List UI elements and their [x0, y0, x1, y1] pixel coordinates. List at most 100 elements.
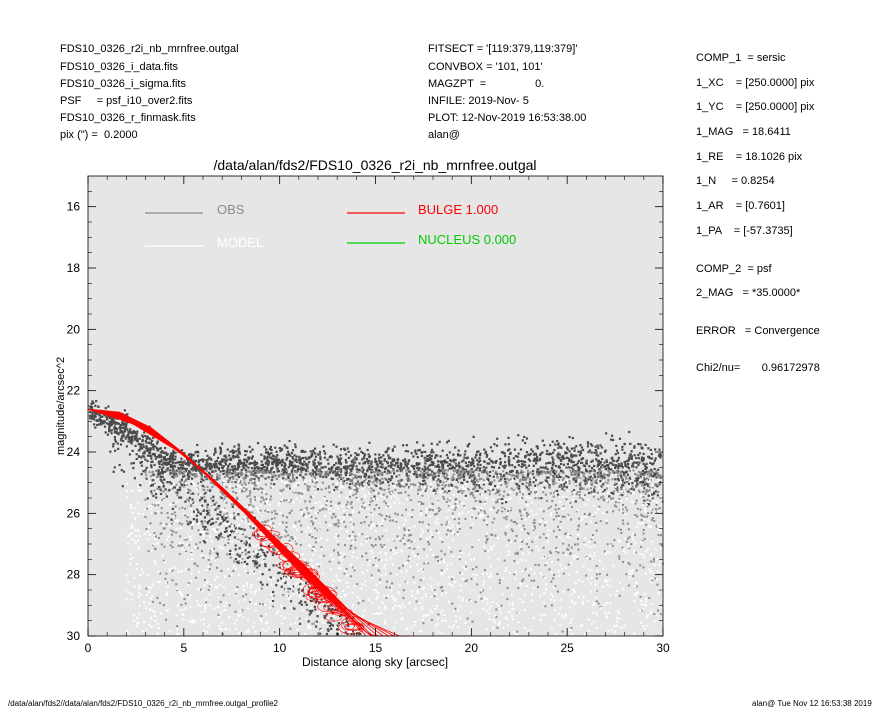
obs-point — [289, 454, 292, 457]
obs-point — [557, 452, 560, 455]
obs-faint-point — [226, 553, 229, 556]
model-point — [419, 511, 422, 514]
obs-faint-point — [544, 524, 547, 527]
obs-faint-point — [185, 538, 188, 541]
obs-faint-point — [558, 529, 561, 532]
obs-faint-point — [531, 549, 534, 552]
obs-point — [246, 556, 249, 560]
obs-faint-point — [465, 579, 468, 582]
obs-faint-point — [522, 578, 525, 581]
model-point — [594, 580, 597, 583]
obs-point — [237, 561, 240, 565]
obs-faint-point — [576, 491, 579, 494]
obs-point — [484, 452, 487, 455]
obs-faint-point — [184, 549, 187, 552]
obs-point — [165, 463, 168, 466]
obs-faint-point — [632, 575, 635, 578]
model-point — [385, 559, 388, 562]
obs-point — [604, 464, 607, 467]
obs-faint-point — [555, 550, 558, 553]
obs-point — [430, 448, 434, 452]
obs-faint-point — [542, 546, 545, 549]
obs-point — [361, 452, 365, 455]
obs-faint-point — [504, 531, 507, 534]
obs-point — [183, 483, 186, 487]
obs-faint-point — [561, 630, 564, 633]
obs-point — [404, 449, 407, 453]
obs-point — [297, 465, 300, 468]
obs-point — [125, 445, 128, 448]
obs-point — [334, 486, 337, 489]
obs-faint-point — [383, 477, 386, 480]
obs-point — [355, 489, 358, 492]
obs-point — [552, 458, 555, 461]
obs-point — [282, 471, 286, 474]
obs-point — [452, 460, 455, 463]
obs-faint-point — [427, 469, 430, 472]
obs-point — [143, 431, 146, 434]
obs-faint-point — [273, 533, 276, 536]
obs-point — [110, 429, 113, 432]
obs-faint-point — [190, 492, 193, 495]
obs-faint-point — [280, 490, 283, 493]
obs-faint-point — [434, 472, 437, 475]
obs-point — [318, 453, 321, 456]
obs-faint-point — [396, 535, 399, 538]
obs-faint-point — [474, 478, 477, 481]
obs-faint-point — [305, 506, 308, 509]
obs-point — [240, 527, 243, 531]
obs-point — [492, 488, 495, 491]
obs-faint-point — [227, 479, 230, 482]
model-point — [218, 616, 221, 619]
model-point — [305, 515, 308, 518]
obs-faint-point — [310, 479, 313, 482]
obs-faint-point — [542, 491, 545, 494]
obs-faint-point — [333, 523, 336, 526]
obs-point — [507, 436, 510, 439]
obs-point — [159, 460, 162, 463]
obs-point — [401, 459, 405, 462]
obs-point — [621, 448, 624, 451]
model-point — [545, 562, 548, 565]
obs-faint-point — [402, 537, 405, 540]
obs-point — [637, 457, 640, 460]
model-point — [568, 606, 571, 609]
obs-point — [250, 462, 254, 465]
obs-point — [509, 451, 512, 455]
obs-point — [488, 458, 491, 461]
model-point — [126, 482, 129, 485]
obs-faint-point — [354, 538, 357, 541]
obs-point — [348, 482, 352, 486]
obs-point — [158, 462, 161, 466]
model-point — [656, 501, 659, 504]
obs-faint-point — [357, 481, 360, 484]
model-point — [507, 550, 510, 553]
obs-point — [300, 600, 303, 603]
obs-point — [367, 453, 370, 456]
obs-faint-point — [502, 470, 505, 473]
obs-point — [587, 451, 590, 454]
obs-faint-point — [217, 476, 220, 479]
model-point — [368, 512, 371, 515]
obs-faint-point — [620, 471, 623, 474]
obs-point — [242, 464, 245, 467]
obs-point — [405, 465, 408, 468]
obs-faint-point — [334, 515, 337, 518]
obs-point — [325, 475, 328, 479]
model-point — [447, 575, 450, 578]
model-point — [553, 619, 556, 622]
obs-point — [361, 458, 364, 461]
obs-faint-point — [623, 474, 626, 477]
obs-faint-point — [579, 481, 582, 484]
obs-faint-point — [621, 519, 624, 522]
obs-faint-point — [286, 473, 289, 476]
obs-faint-point — [641, 609, 644, 612]
param-line: 1_AR = [0.7601] — [696, 200, 785, 212]
obs-point — [383, 470, 387, 473]
obs-point — [285, 446, 288, 449]
obs-point — [319, 456, 322, 459]
obs-point — [513, 448, 516, 451]
obs-point — [399, 462, 402, 465]
obs-point — [600, 457, 604, 461]
obs-faint-point — [506, 598, 509, 601]
